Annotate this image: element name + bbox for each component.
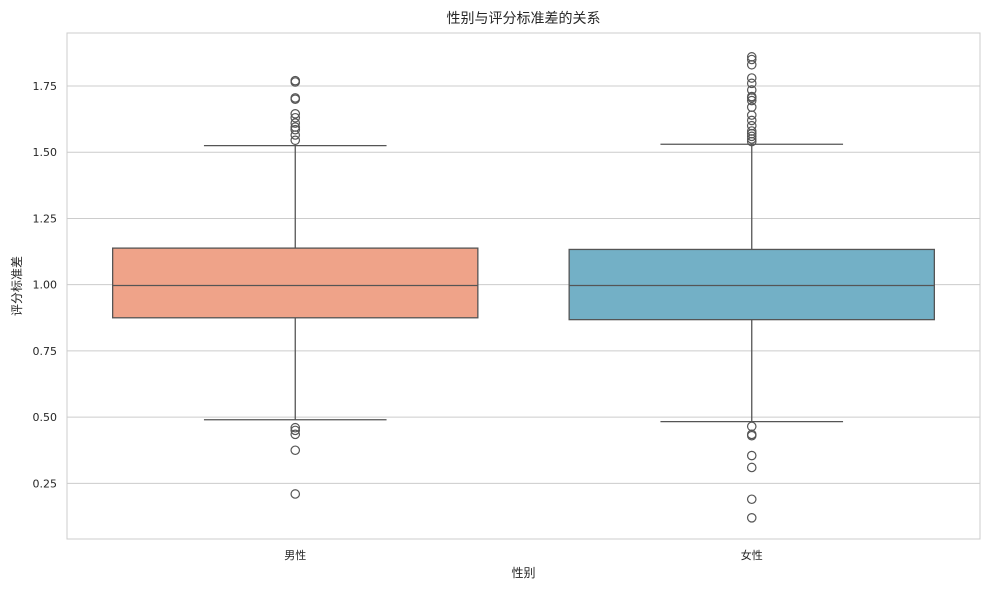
outlier-point	[746, 95, 757, 106]
outlier-point	[746, 78, 757, 89]
outlier-point	[290, 109, 301, 119]
y-tick-label: 0.50	[33, 411, 58, 424]
boxes	[112, 52, 936, 523]
y-tick-label: 1.75	[33, 80, 58, 93]
plot-frame	[66, 32, 981, 540]
outlier-point	[746, 85, 757, 95]
outlier-point	[290, 93, 301, 103]
outlier-point	[290, 445, 301, 456]
outlier-point	[290, 122, 301, 132]
outlier-point	[746, 126, 757, 136]
outlier-point	[290, 429, 301, 440]
y-axis-label: 评分标准差	[10, 256, 24, 316]
box-group	[112, 75, 479, 499]
x-tick-label: 女性	[741, 548, 763, 562]
outlier-point	[746, 91, 757, 102]
y-tick-label: 1.00	[33, 279, 58, 292]
outlier-point	[746, 450, 757, 461]
box	[568, 248, 936, 321]
outlier-point	[746, 102, 757, 112]
box-group	[568, 52, 936, 523]
outlier-point	[746, 462, 757, 473]
outlier-point	[746, 73, 757, 83]
outlier-point	[290, 118, 301, 128]
x-ticks: 男性 女性	[284, 548, 763, 562]
y-tick-label: 1.25	[33, 212, 58, 225]
y-ticks: 0.25 0.50 0.75 1.00 1.25 1.50 1.75	[33, 80, 58, 490]
outlier-point	[290, 489, 301, 499]
chart-title: 性别与评分标准差的关系	[447, 11, 601, 27]
y-tick-label: 0.75	[33, 345, 58, 358]
outlier-point	[746, 110, 757, 120]
outlier-point	[746, 54, 757, 65]
outlier-point	[746, 115, 757, 126]
outlier-point	[290, 422, 301, 433]
y-tick-label: 1.50	[33, 146, 58, 159]
outlier-point	[290, 124, 301, 135]
outlier-point	[746, 131, 757, 142]
outlier-point	[746, 52, 757, 62]
y-tick-label: 0.25	[33, 477, 58, 490]
outlier-point	[290, 112, 301, 123]
outlier-point	[746, 120, 757, 131]
outlier-point	[746, 494, 757, 505]
outlier-point	[290, 425, 301, 436]
outlier-point	[290, 135, 301, 146]
x-axis-label: 性别	[511, 566, 535, 580]
x-tick-label: 男性	[284, 548, 306, 562]
outlier-point	[290, 75, 301, 86]
box	[112, 247, 479, 319]
outlier-point	[746, 513, 757, 523]
outlier-point	[746, 421, 757, 432]
